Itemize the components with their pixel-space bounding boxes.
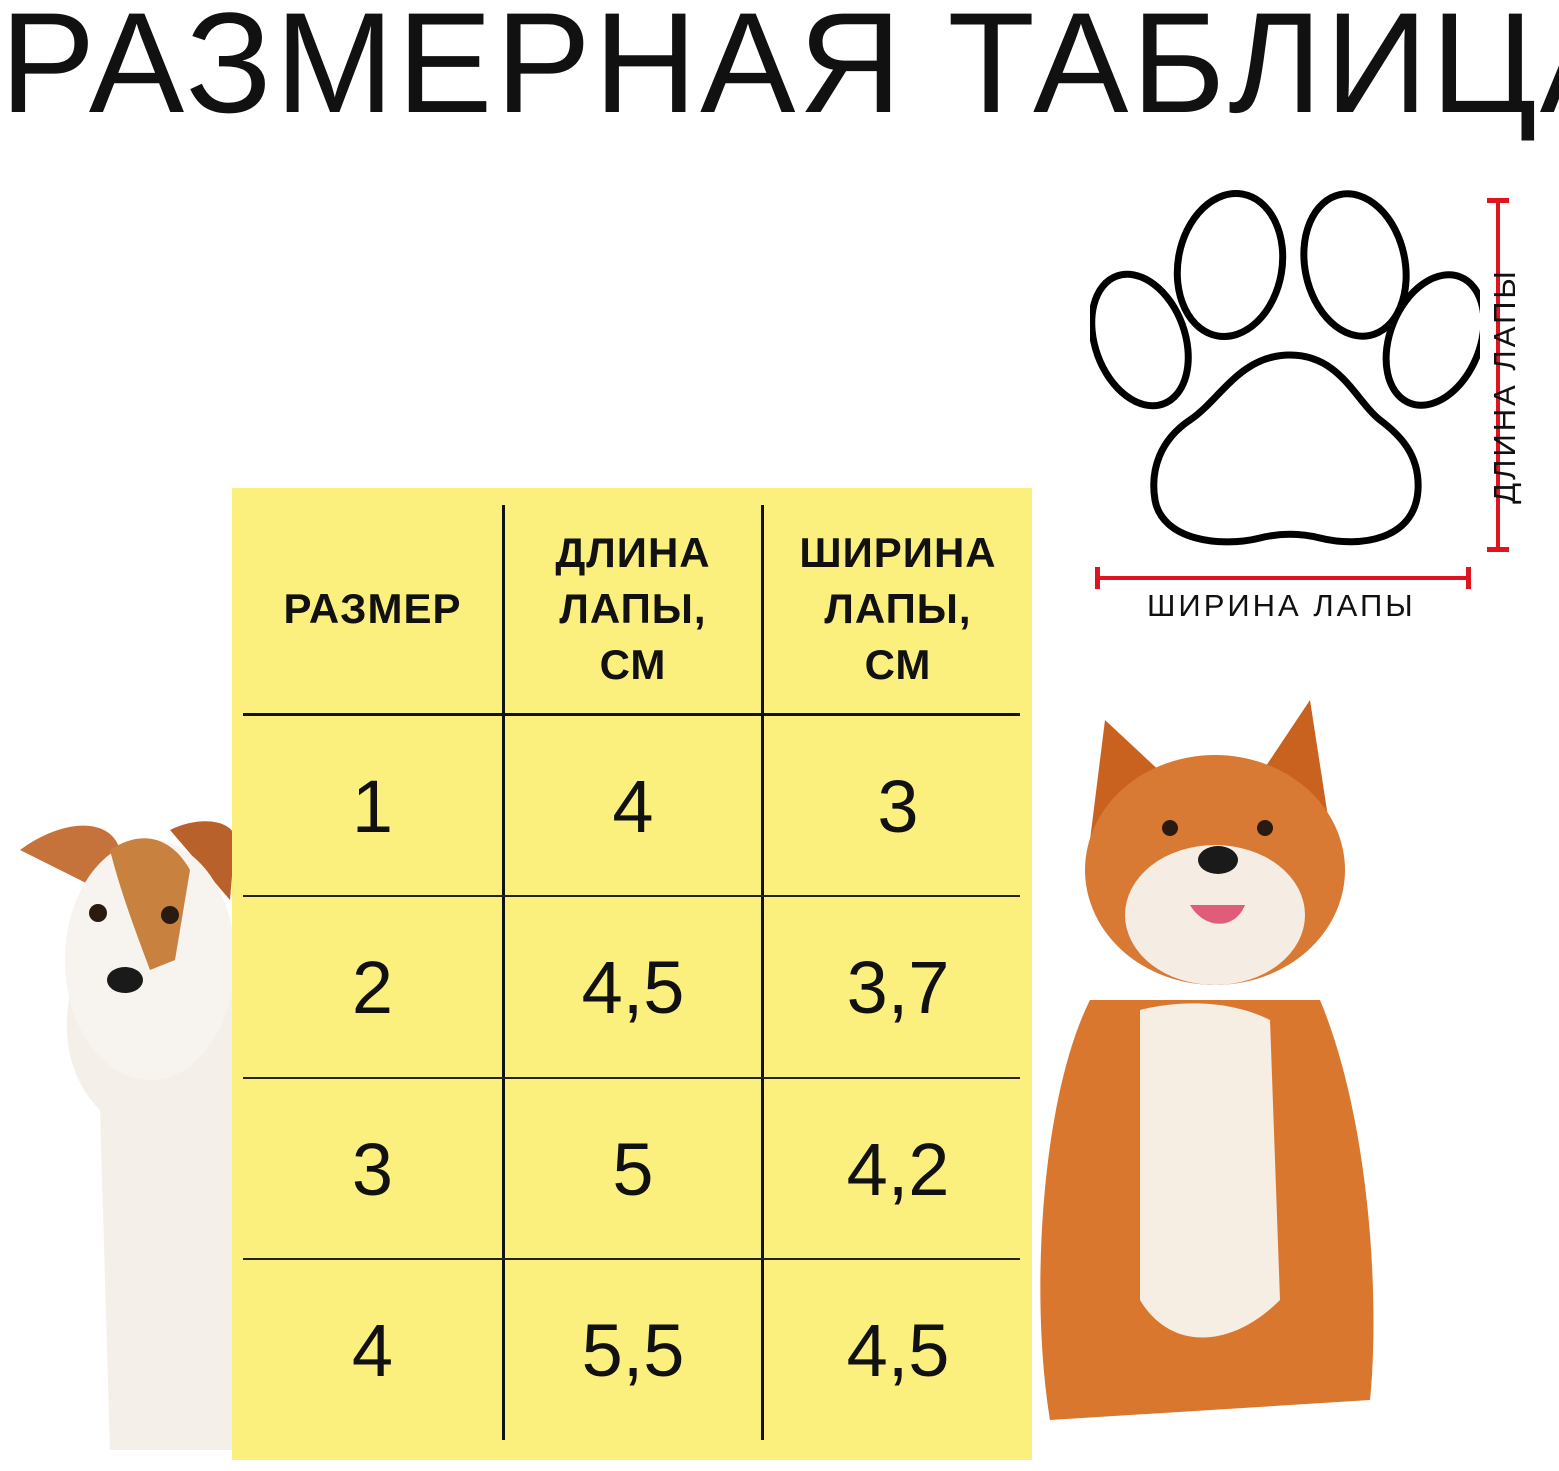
width-cell: 4,5 bbox=[846, 1308, 950, 1392]
header-length: ДЛИНА ЛАПЫ, СМ bbox=[505, 505, 761, 713]
length-cell: 4 bbox=[612, 764, 654, 848]
length-label: ДЛИНА ЛАПЫ bbox=[1487, 268, 1522, 504]
column-divider bbox=[761, 505, 764, 1440]
header-divider bbox=[243, 713, 1020, 716]
header-line: РАЗМЕР bbox=[283, 585, 462, 632]
width-label: ШИРИНА ЛАПЫ bbox=[1147, 588, 1416, 623]
size-cell: 1 bbox=[351, 764, 394, 848]
paw-toe bbox=[1090, 270, 1192, 410]
header-width: ШИРИНА ЛАПЫ, СМ bbox=[764, 505, 1032, 713]
header-line: СМ bbox=[864, 641, 932, 688]
column-divider bbox=[502, 505, 505, 1440]
width-cell: 4,2 bbox=[846, 1127, 950, 1211]
length-cell: 4,5 bbox=[581, 945, 685, 1029]
row-divider bbox=[243, 1077, 1020, 1079]
jack-russell-dog-image bbox=[20, 821, 235, 1450]
header-line: СМ bbox=[599, 641, 667, 688]
header-size: РАЗМЕР bbox=[243, 505, 502, 713]
width-measure-line bbox=[1095, 567, 1471, 589]
length-measure-line bbox=[1487, 198, 1509, 552]
size-cell: 3 bbox=[351, 1127, 394, 1211]
length-cell: 5 bbox=[612, 1127, 654, 1211]
width-cell: 3 bbox=[877, 764, 919, 848]
header-line: ЛАПЫ, bbox=[559, 585, 707, 632]
paw-pad bbox=[1150, 351, 1422, 546]
row-divider bbox=[243, 895, 1020, 897]
paw-toe bbox=[1382, 271, 1480, 409]
size-table bbox=[232, 488, 1032, 1460]
paw-toe bbox=[1300, 190, 1410, 340]
page-title: РАЗМЕРНАЯ ТАБЛИЦА bbox=[0, 0, 1559, 143]
header-line: ДЛИНА bbox=[555, 529, 711, 576]
row-divider bbox=[243, 1258, 1020, 1260]
paw-toe bbox=[1173, 190, 1287, 340]
width-cell: 3,7 bbox=[846, 945, 950, 1029]
header-line: ШИРИНА bbox=[799, 529, 997, 576]
paw-print-icon bbox=[1090, 190, 1480, 546]
header-line: ЛАПЫ, bbox=[824, 585, 972, 632]
shiba-inu-dog-image bbox=[1040, 700, 1374, 1420]
length-cell: 5,5 bbox=[581, 1308, 685, 1392]
size-cell: 2 bbox=[351, 945, 394, 1029]
size-cell: 4 bbox=[351, 1308, 394, 1392]
